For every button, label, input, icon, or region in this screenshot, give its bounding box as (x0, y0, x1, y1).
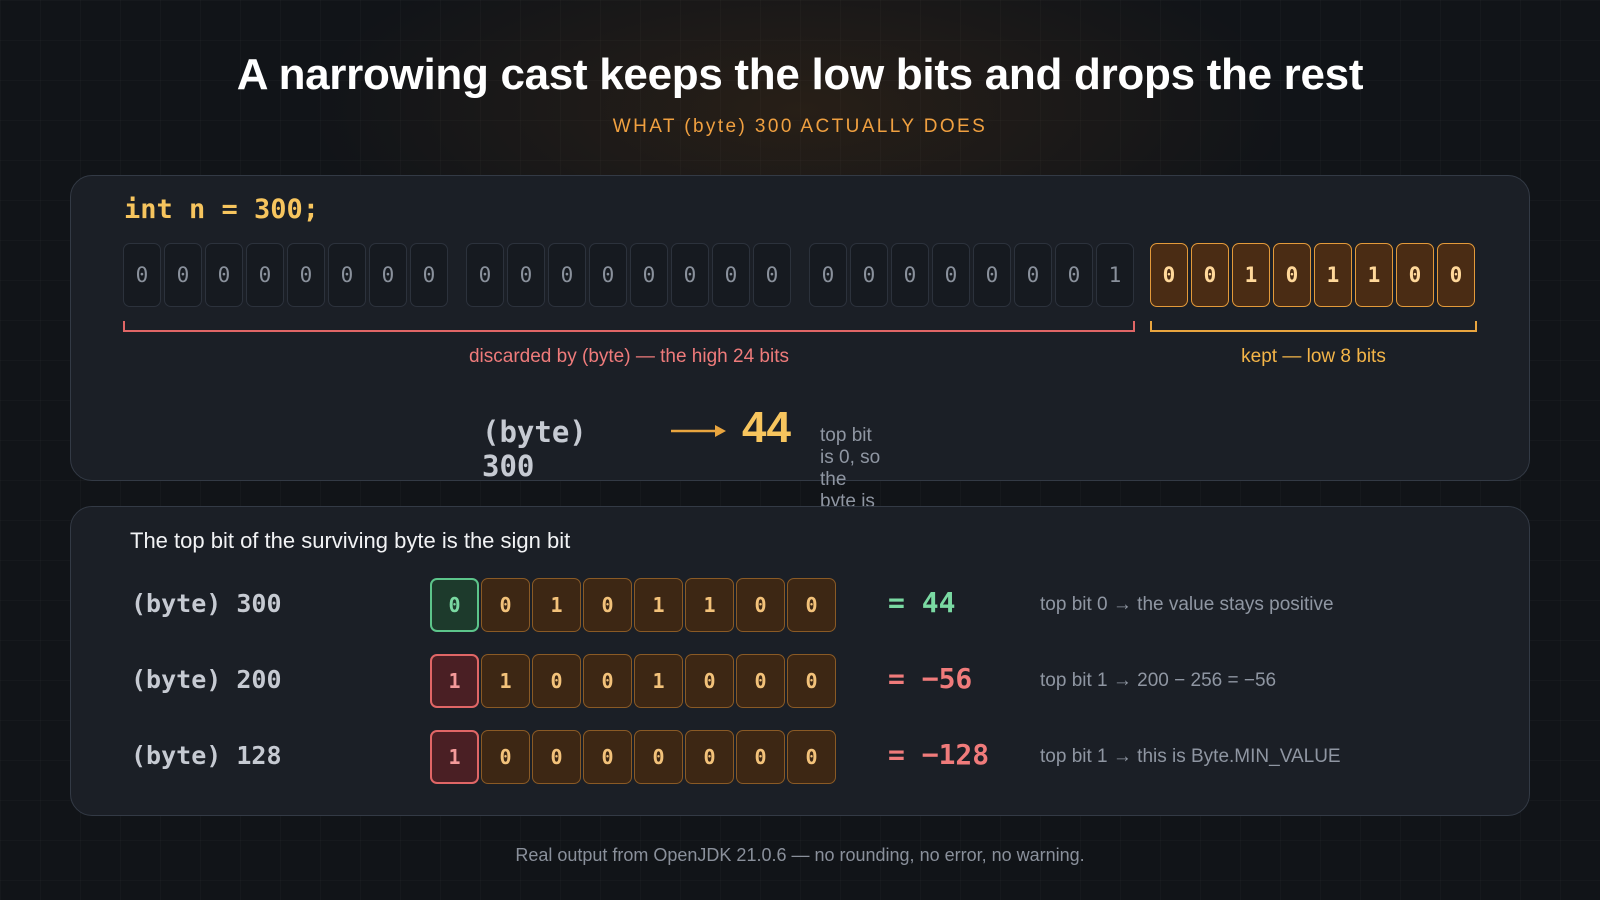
high-bit: 0 (809, 243, 847, 307)
sign-row-label: (byte) 200 (131, 665, 282, 694)
sign-row-note: top bit 0 → the value stays positive (1040, 594, 1334, 615)
sign-row: (byte) 128 1 0 0 0 0 0 0 0 = −128 top bit 1 → this… (0, 730, 1600, 786)
int-bits-card (70, 175, 1530, 481)
byte-bit: 0 (532, 730, 581, 784)
high-bit: 0 (671, 243, 709, 307)
cast-value: 44 (742, 403, 791, 452)
kept-bit: 1 (1355, 243, 1393, 307)
page-title: A narrowing cast keeps the low bits and … (236, 50, 1364, 99)
high-bit: 0 (850, 243, 888, 307)
high-bit: 0 (287, 243, 325, 307)
high-bit: 0 (205, 243, 243, 307)
high-bit: 0 (164, 243, 202, 307)
byte-bit: 0 (787, 654, 836, 708)
high-bit: 0 (369, 243, 407, 307)
sign-bit-title: The top bit of the surviving byte is the… (130, 528, 571, 553)
byte-bit: 0 (787, 730, 836, 784)
kept-bit: 0 (1273, 243, 1311, 307)
high-bit: 0 (328, 243, 366, 307)
high-bit: 0 (712, 243, 750, 307)
byte-bit: 0 (583, 730, 632, 784)
byte-bit: 0 (736, 578, 785, 632)
high-bit: 0 (891, 243, 929, 307)
high-bit: 0 (466, 243, 504, 307)
sign-row-note: top bit 1 → 200 − 256 = −56 (1040, 670, 1277, 691)
byte-bit: 0 (532, 654, 581, 708)
high-bit: 0 (753, 243, 791, 307)
sign-bit: 1 (430, 730, 479, 784)
byte-bit: 1 (481, 654, 530, 708)
sign-row: (byte) 200 1 1 0 0 1 0 0 0 = −56 top bit 1 → 200 −… (0, 654, 1600, 710)
kept-bit: 1 (1314, 243, 1352, 307)
high-bit: 0 (246, 243, 284, 307)
footer-note: Real output from OpenJDK 21.0.6 — no rou… (515, 845, 1085, 865)
byte-bit: 0 (583, 654, 632, 708)
byte-bit: 0 (685, 654, 734, 708)
sign-bit: 1 (430, 654, 479, 708)
sign-row-result: = 44 (888, 586, 956, 619)
byte-bit: 0 (583, 578, 632, 632)
byte-bit: 1 (532, 578, 581, 632)
right-arrow-icon (671, 425, 726, 437)
high-bit: 0 (1014, 243, 1052, 307)
byte-bit: 0 (685, 730, 734, 784)
byte-bit: 1 (685, 578, 734, 632)
high-bit: 0 (932, 243, 970, 307)
kept-label: kept — low 8 bits (1241, 346, 1386, 367)
high-bit: 0 (973, 243, 1011, 307)
kept-bracket (1150, 321, 1477, 332)
discarded-bracket (123, 321, 1135, 332)
sign-row-result: = −56 (888, 662, 973, 695)
byte-bit: 0 (634, 730, 683, 784)
sign-row-label: (byte) 300 (131, 589, 282, 618)
high-bit: 0 (548, 243, 586, 307)
high-bit: 0 (507, 243, 545, 307)
discarded-label: discarded by (byte) — the high 24 bits (468, 346, 789, 367)
kept-bit: 0 (1437, 243, 1475, 307)
code-declaration: int n = 300; (124, 194, 320, 225)
high-bit: 0 (1055, 243, 1093, 307)
byte-bit: 0 (736, 654, 785, 708)
sign-bit: 0 (430, 578, 479, 632)
byte-bit: 1 (634, 654, 683, 708)
page-subtitle: WHAT (byte) 300 ACTUALLY DOES (612, 116, 988, 137)
byte-bit: 0 (481, 730, 530, 784)
byte-bit: 0 (481, 578, 530, 632)
high-bit: 0 (630, 243, 668, 307)
kept-bit: 0 (1150, 243, 1188, 307)
high-bit: 0 (410, 243, 448, 307)
byte-bit: 0 (736, 730, 785, 784)
kept-bit: 0 (1191, 243, 1229, 307)
sign-row-note: top bit 1 → this is Byte.MIN_VALUE (1040, 746, 1341, 767)
kept-bit: 1 (1232, 243, 1270, 307)
byte-bit: 1 (634, 578, 683, 632)
byte-bit: 0 (787, 578, 836, 632)
high-bit: 0 (589, 243, 627, 307)
kept-bit: 0 (1396, 243, 1434, 307)
high-bit: 1 (1096, 243, 1134, 307)
cast-expression: (byte) 300 (482, 415, 587, 483)
sign-row-label: (byte) 128 (131, 741, 282, 770)
sign-row: (byte) 300 0 0 1 0 1 1 0 0 = 44 top bit 0 → the va… (0, 578, 1600, 634)
high-bit: 0 (123, 243, 161, 307)
sign-row-result: = −128 (888, 738, 990, 771)
